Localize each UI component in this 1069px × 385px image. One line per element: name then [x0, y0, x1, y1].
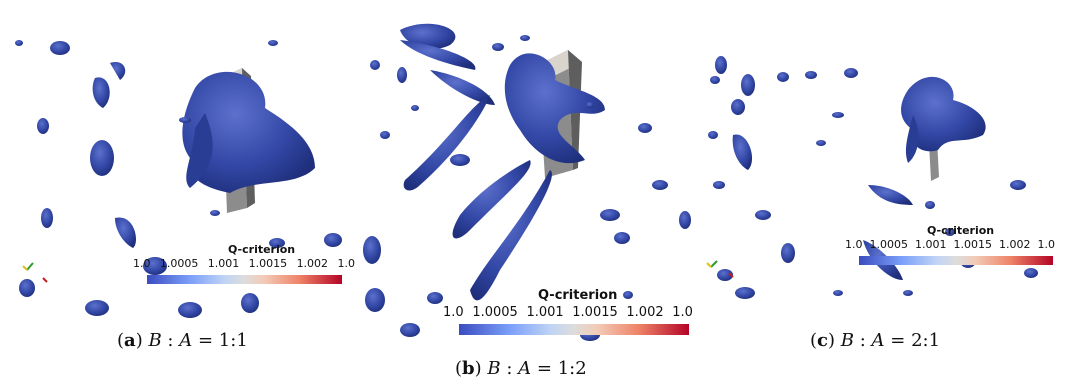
panel-b-image: Q-criterion 1.0 1.0005 1.001 1.0015 1.00…: [360, 10, 695, 350]
caption-b: (b) B : A = 1:2: [455, 358, 587, 379]
vortex-cluster-a: [182, 71, 315, 193]
colorbar-ticks: 1.0 1.0005 1.001 1.0015 1.002 1.0: [845, 238, 1055, 251]
panel-c-image: Q-criterion 1.0 1.0005 1.001 1.0015 1.00…: [703, 35, 1058, 315]
caption-c: (c) B : A = 2:1: [810, 330, 941, 351]
vortex-cluster-b: [504, 53, 605, 164]
colorbar-b: Q-criterion 1.0 1.0005 1.001 1.0015 1.00…: [443, 286, 693, 346]
colorbar-gradient: [459, 324, 689, 335]
panel-a-image: Q-criterion 1.0 1.0005 1.001 1.0015 1.00…: [15, 18, 355, 318]
colorbar-ticks: 1.0 1.0005 1.001 1.0015 1.002 1.0: [133, 257, 355, 270]
vortex-cluster-c: [901, 76, 986, 152]
vortex-render-b: [363, 23, 691, 341]
axes-triad-a: [22, 262, 48, 283]
colorbar-a: Q-criterion 1.0 1.0005 1.001 1.0015 1.00…: [133, 240, 355, 310]
colorbar-title: Q-criterion: [538, 288, 618, 303]
colorbar-title: Q-criterion: [927, 224, 995, 237]
colorbar-gradient: [859, 256, 1053, 265]
axes-triad-c: [706, 260, 734, 278]
vortex-render-a: [15, 40, 342, 318]
colorbar-ticks: 1.0 1.0005 1.001 1.0015 1.002 1.0: [443, 305, 693, 320]
caption-a: (a) B : A = 1:1: [117, 330, 248, 351]
colorbar-title: Q-criterion: [228, 243, 296, 256]
colorbar-gradient: [147, 275, 342, 284]
colorbar-c: Q-criterion 1.0 1.0005 1.001 1.0015 1.00…: [845, 222, 1055, 282]
